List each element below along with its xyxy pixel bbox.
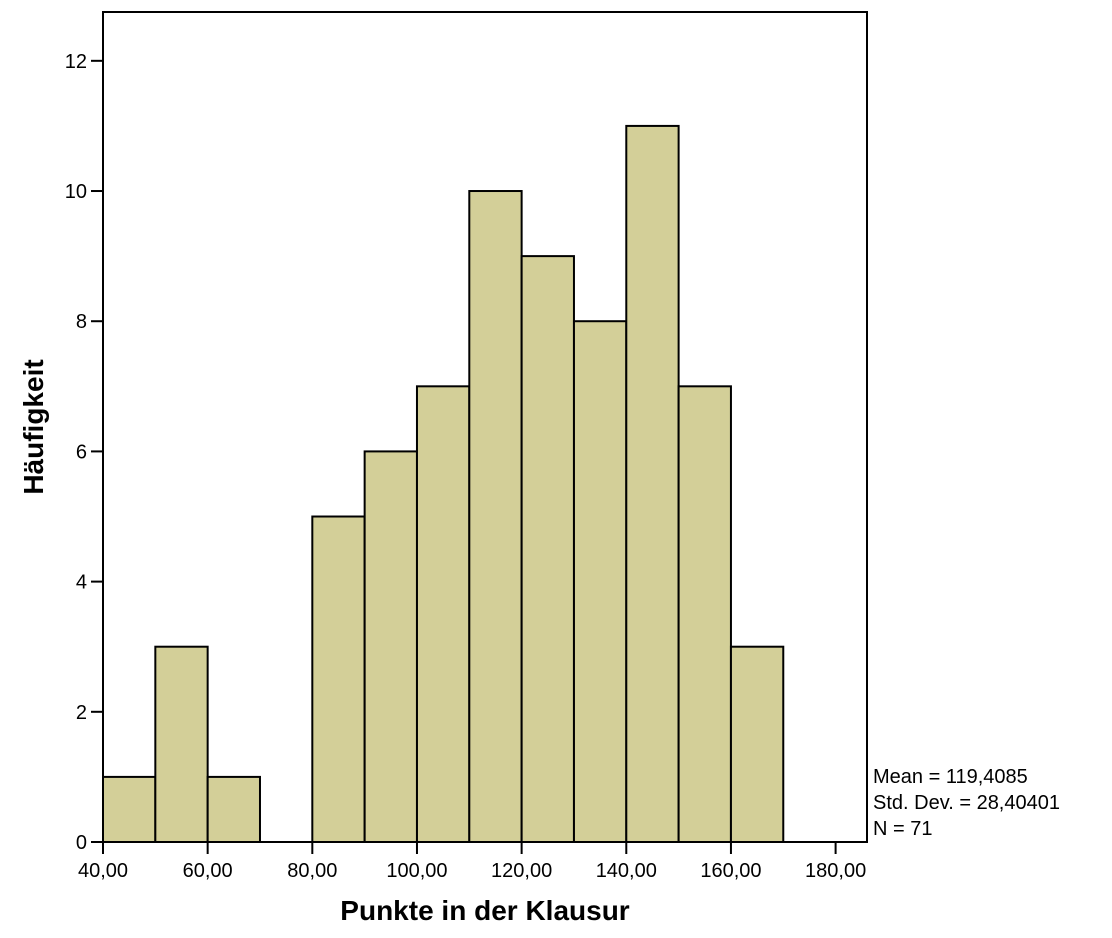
x-tick-label: 100,00 (386, 860, 447, 882)
stats-n: N = 71 (873, 818, 932, 840)
y-axis-title: Häufigkeit (18, 359, 49, 494)
histogram-bar (468, 190, 523, 844)
x-axis-title: Punkte in der Klausur (340, 895, 629, 926)
bars-group (102, 124, 785, 844)
stats-std-dev: Std. Dev. = 28,40401 (873, 792, 1060, 814)
histogram-bar (520, 255, 575, 843)
y-tick-label: 12 (65, 51, 87, 73)
histogram-bar (154, 645, 209, 843)
x-tick-label: 40,00 (78, 860, 128, 882)
plot-frame (102, 11, 868, 843)
histogram-bar (572, 320, 628, 843)
histogram-bar (415, 385, 471, 843)
stats-mean: Mean = 119,4085 (873, 766, 1028, 788)
y-axis: 0 2 4 6 8 10 12 (65, 51, 103, 854)
y-tick-label: 10 (65, 181, 87, 203)
x-tick-label: 80,00 (287, 860, 337, 882)
x-tick-label: 60,00 (183, 860, 233, 882)
y-tick-label: 2 (76, 702, 87, 724)
histogram-bar (102, 775, 157, 844)
x-tick-label: 140,00 (596, 860, 657, 882)
histogram-bar (311, 515, 366, 844)
x-tick-label: 180,00 (805, 860, 866, 882)
histogram-bar (677, 385, 732, 843)
histogram-bar (625, 124, 680, 843)
x-tick-label: 120,00 (491, 860, 552, 882)
y-tick-label: 0 (76, 832, 87, 854)
histogram-bar (363, 450, 418, 843)
x-tick-label: 160,00 (700, 860, 761, 882)
y-tick-label: 6 (76, 441, 87, 463)
histogram-bar (729, 645, 785, 843)
y-tick-label: 8 (76, 311, 87, 333)
x-axis: 40,00 60,00 80,00 100,00 120,00 140,00 160,00 1… (78, 842, 866, 882)
histogram-bar (206, 775, 261, 844)
y-tick-label: 4 (76, 572, 87, 594)
